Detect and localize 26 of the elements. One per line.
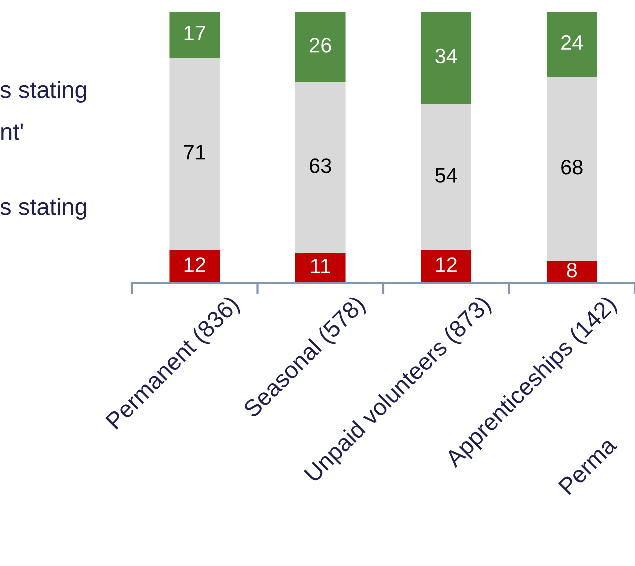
data-label: 12	[436, 258, 457, 272]
text: s stating	[0, 198, 86, 220]
data-label: 24	[562, 35, 584, 50]
bar	[546, 12, 598, 78]
bar	[170, 58, 220, 250]
data-label: 26	[310, 38, 332, 53]
bar	[421, 104, 472, 250]
text: nt'	[2, 124, 24, 140]
data-label: 17	[184, 26, 206, 40]
text: s stating	[0, 80, 86, 103]
data-label: 68	[562, 160, 583, 175]
data-label: 54	[436, 168, 458, 183]
bar	[546, 77, 598, 262]
bar	[295, 253, 346, 283]
data-label: 12	[184, 258, 206, 272]
data-label: 71	[184, 145, 206, 160]
data-label: 63	[310, 158, 332, 174]
data-label: 8	[567, 263, 578, 278]
data-label: 11	[311, 259, 330, 274]
bar	[170, 250, 220, 283]
data-label: 34	[436, 48, 458, 64]
bar	[421, 12, 472, 104]
bar	[421, 250, 472, 283]
bar	[295, 12, 346, 82]
bar	[170, 12, 220, 58]
bar	[295, 82, 346, 254]
